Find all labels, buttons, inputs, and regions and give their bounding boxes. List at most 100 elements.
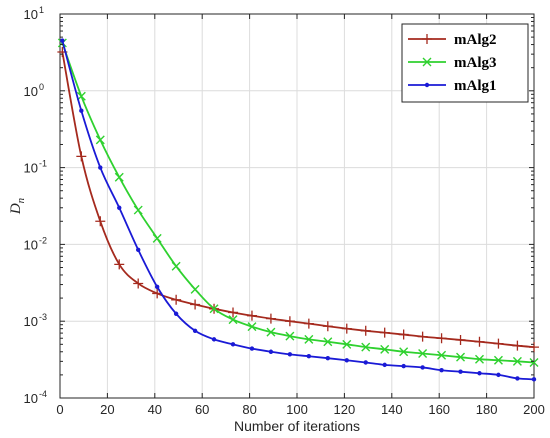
data-point (304, 334, 314, 344)
data-point (79, 108, 84, 113)
x-axis-ticks: 0 20 40 60 80 100 120 140 160 180 200 (56, 14, 545, 417)
data-point (344, 358, 349, 363)
data-point (424, 82, 430, 88)
data-point (211, 337, 217, 342)
data-point (325, 355, 331, 361)
data-point (209, 304, 219, 314)
data-point (512, 356, 522, 366)
data-point (133, 278, 144, 289)
data-point (379, 327, 390, 338)
y-tick-base: 10 (24, 161, 38, 176)
data-point (76, 151, 87, 162)
data-point (228, 315, 238, 325)
data-point (515, 376, 520, 381)
data-point (422, 34, 432, 44)
data-point (437, 350, 447, 360)
data-point (171, 294, 182, 305)
x-tick-label: 20 (100, 402, 114, 417)
y-tick-base: 10 (24, 84, 38, 99)
data-point (173, 311, 179, 316)
data-point (493, 355, 503, 365)
y-tick-base: 10 (24, 391, 38, 406)
data-point (322, 321, 333, 332)
x-tick-label: 120 (334, 402, 356, 417)
x-tick-label: 160 (428, 402, 450, 417)
data-point (439, 368, 444, 373)
data-point (436, 333, 447, 344)
data-point (228, 307, 239, 318)
data-point (287, 352, 293, 357)
x-tick-label: 200 (523, 402, 545, 417)
data-point (529, 342, 539, 353)
x-tick-label: 100 (286, 402, 308, 417)
data-point (529, 357, 539, 367)
x-tick-label: 140 (381, 402, 403, 417)
data-point (247, 322, 257, 332)
legend: mAlg2 mAlg3 mAlg1 (401, 23, 529, 103)
data-point (418, 348, 428, 358)
series-mAlg1 (60, 38, 537, 382)
data-point (249, 346, 255, 351)
data-point (136, 247, 141, 253)
data-point (512, 340, 523, 351)
data-point (422, 57, 432, 67)
data-point (341, 323, 352, 334)
data-point (171, 261, 181, 271)
data-point (303, 318, 314, 329)
data-point (360, 325, 371, 336)
data-point (342, 339, 352, 349)
x-tick-label: 80 (242, 402, 256, 417)
x-tick-label: 40 (148, 402, 162, 417)
x-axis-label: Number of iterations (234, 418, 360, 434)
data-point (133, 205, 143, 215)
data-point (398, 329, 409, 340)
y-axis-label-subscript: n (15, 197, 27, 203)
data-point (190, 284, 200, 294)
data-point (190, 299, 201, 310)
y-tick-base: 10 (24, 7, 38, 22)
data-point (458, 369, 463, 374)
data-point (60, 38, 65, 43)
legend-box (401, 23, 529, 103)
series-mAlg3 (57, 38, 539, 367)
y-tick-label: 10 (24, 161, 38, 176)
data-point (323, 337, 333, 347)
y-tick-base: 10 (24, 237, 38, 252)
x-tick-label: 60 (195, 402, 209, 417)
data-point (474, 336, 485, 347)
data-point (98, 165, 103, 170)
data-point (401, 363, 406, 369)
data-point (192, 328, 198, 333)
data-point (284, 316, 295, 327)
legend-item-mAlg3: mAlg3 (408, 55, 497, 71)
y-tick-exponent: 1 (39, 5, 44, 15)
y-tick-base: 10 (24, 314, 38, 329)
y-axis-label: Dn (8, 197, 27, 215)
series-layer (57, 38, 539, 382)
legend-label: mAlg2 (454, 32, 497, 48)
data-point (455, 334, 466, 345)
y-tick-label: 10 (24, 7, 38, 22)
data-point (382, 362, 387, 368)
x-tick-label: 0 (56, 402, 63, 417)
data-point (306, 354, 312, 359)
y-axis-label-main: D (8, 203, 24, 215)
data-point (268, 349, 274, 354)
data-point (117, 205, 122, 210)
legend-label: mAlg1 (454, 78, 497, 94)
y-tick-label: 10 (24, 314, 38, 329)
data-point (154, 284, 160, 290)
y-tick-label: 10 (24, 391, 38, 406)
y-tick-label: 10 (24, 237, 38, 252)
data-point (266, 327, 276, 337)
data-point (456, 352, 466, 362)
data-point (114, 172, 124, 182)
data-point (363, 360, 368, 365)
y-tick-label: 10 (24, 84, 38, 99)
data-point (95, 216, 106, 227)
data-point (474, 354, 484, 364)
y-tick-exponent: -3 (39, 312, 47, 322)
series-mAlg2 (57, 47, 539, 353)
